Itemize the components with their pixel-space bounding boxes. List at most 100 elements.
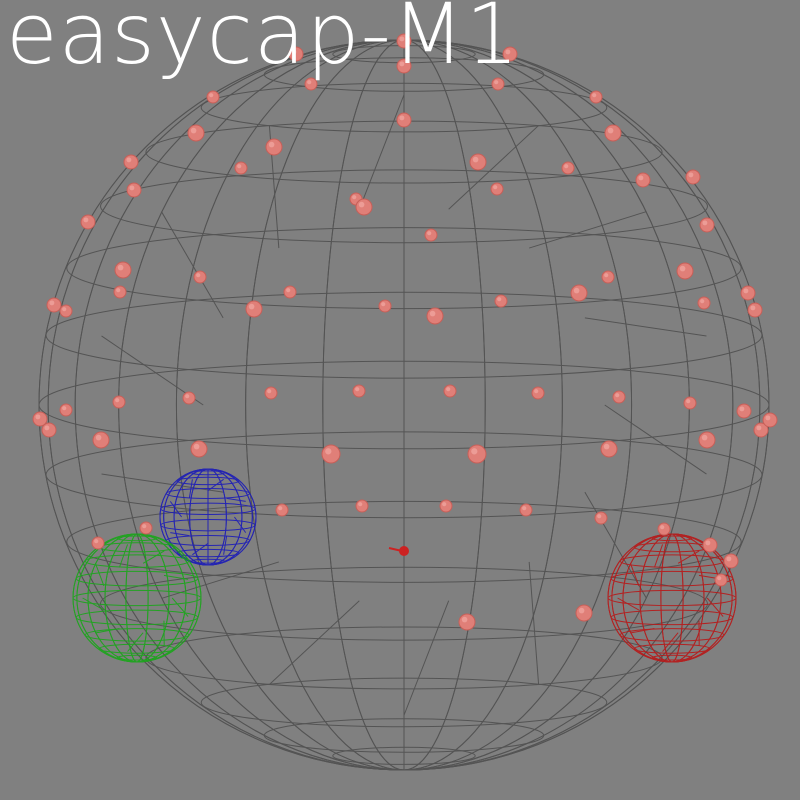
electrode — [190, 440, 208, 458]
electrode — [469, 153, 487, 171]
mesh-ring — [191, 470, 225, 476]
electrode — [355, 499, 369, 513]
electrode — [426, 307, 444, 325]
mesh-edge — [358, 94, 405, 210]
mesh-outline — [159, 468, 257, 566]
electrode — [458, 613, 476, 631]
electrode — [112, 395, 126, 409]
mesh-ring — [619, 628, 725, 642]
electrode — [443, 384, 457, 398]
mesh-ring — [100, 169, 708, 244]
mesh-edge — [528, 561, 540, 685]
electrode — [275, 503, 289, 517]
electrode — [288, 46, 304, 62]
mesh-ring — [116, 654, 158, 661]
mesh-edge — [94, 562, 105, 587]
mesh-edge — [142, 550, 165, 564]
mesh-ring — [84, 554, 190, 568]
electrode — [439, 499, 453, 513]
electrode — [41, 422, 57, 438]
electrode — [123, 154, 139, 170]
electrode — [91, 536, 105, 550]
mesh-edge — [448, 125, 539, 210]
mesh-meridian — [87, 533, 187, 663]
mesh-edge — [161, 211, 224, 319]
electrode — [92, 431, 110, 449]
electrode — [570, 284, 588, 302]
electrode — [283, 285, 297, 299]
mesh-ring — [200, 677, 608, 728]
fiducial-nasion-blue — [159, 468, 257, 566]
mesh-edge — [269, 600, 360, 685]
mesh-edge — [629, 562, 640, 587]
electrode — [321, 444, 341, 464]
electrode — [352, 384, 366, 398]
mesh-edge — [403, 600, 450, 716]
mesh-edge — [82, 597, 105, 611]
mesh-edge — [101, 473, 224, 493]
mesh-ring — [651, 654, 693, 661]
electrode — [59, 403, 73, 417]
mesh-edge — [223, 535, 228, 555]
mesh-meridian — [125, 533, 149, 663]
electrode — [601, 270, 615, 284]
origin-dot — [399, 546, 409, 556]
mesh-ring — [610, 570, 734, 587]
electrode — [702, 537, 718, 553]
mesh-ring — [98, 643, 176, 654]
mesh-ring — [66, 227, 742, 310]
electrode — [304, 77, 318, 91]
mesh-edge — [169, 501, 183, 518]
mesh-meridian — [87, 533, 187, 663]
electrode — [396, 33, 412, 49]
mesh-edge — [584, 491, 647, 599]
electrode — [594, 511, 608, 525]
electrode — [685, 169, 701, 185]
electrode — [206, 90, 220, 104]
electrode — [80, 214, 96, 230]
origin-pointer — [388, 547, 403, 552]
electrode — [723, 553, 739, 569]
electrode — [32, 411, 48, 427]
mesh-edge — [529, 211, 647, 249]
mesh-edge — [677, 550, 700, 564]
electrode — [491, 77, 505, 91]
electrode — [490, 182, 504, 196]
electrode — [714, 573, 728, 587]
electrode — [519, 503, 533, 517]
electrode — [683, 396, 697, 410]
electrode — [265, 138, 283, 156]
mesh-edge — [171, 597, 189, 617]
electrode — [494, 294, 508, 308]
mesh-edge — [127, 632, 144, 652]
mesh-edge — [630, 627, 655, 634]
mesh-ring — [145, 626, 663, 690]
mesh-edge — [653, 544, 664, 568]
mesh-edge — [584, 317, 707, 337]
electrode — [396, 112, 412, 128]
mesh-ring — [332, 746, 476, 765]
electrode — [139, 521, 153, 535]
electrode — [657, 522, 671, 536]
mesh-ring — [66, 500, 742, 583]
mesh-edge — [170, 532, 190, 537]
electrode — [698, 431, 716, 449]
mesh-edge — [161, 561, 279, 599]
mesh-edge — [706, 597, 724, 617]
mesh-edge — [207, 478, 224, 492]
mesh-meridian — [660, 533, 684, 663]
electrode — [187, 124, 205, 142]
mesh-edge — [233, 516, 247, 533]
electrode — [531, 386, 545, 400]
mesh-ring — [633, 643, 711, 654]
electrode — [762, 412, 778, 428]
electrode — [747, 302, 763, 318]
electrode — [264, 386, 278, 400]
electrode-markers — [32, 33, 778, 631]
electrode — [736, 403, 752, 419]
mesh-ring — [191, 558, 225, 564]
electrode — [699, 217, 715, 233]
electrode — [561, 161, 575, 175]
mesh-ring — [651, 535, 693, 542]
